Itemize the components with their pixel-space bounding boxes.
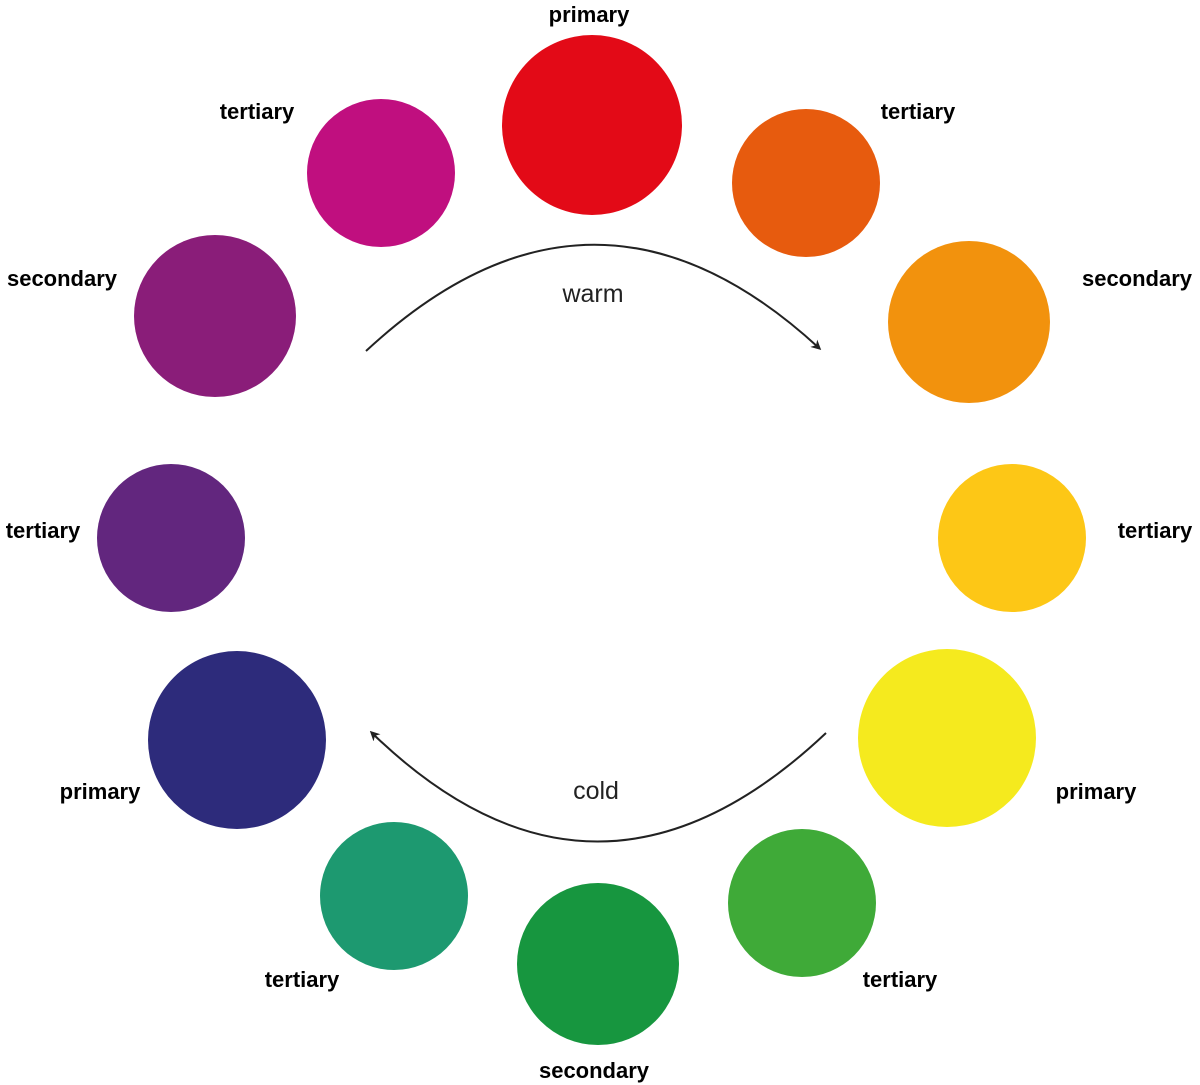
- swatch-blue-green-tertiary: [320, 822, 468, 970]
- warm-label: warm: [561, 280, 623, 308]
- swatch-red-primary: [502, 35, 682, 215]
- label-green-secondary: secondary: [539, 1058, 650, 1083]
- label-yellow-green-tertiary: tertiary: [863, 967, 938, 992]
- warm-arrow: [365, 243, 822, 352]
- swatch-red-orange-tertiary: [732, 109, 880, 257]
- swatch-violet-secondary: [134, 235, 296, 397]
- swatch-blue-violet-tertiary: [97, 464, 245, 612]
- label-blue-primary: primary: [60, 779, 141, 804]
- cold-label: cold: [573, 777, 619, 805]
- swatch-orange-secondary: [888, 241, 1050, 403]
- swatch-yellow-green-tertiary: [728, 829, 876, 977]
- swatch-yellow-primary: [858, 649, 1036, 827]
- label-blue-green-tertiary: tertiary: [265, 967, 340, 992]
- label-red-violet-tertiary: tertiary: [220, 99, 295, 124]
- cold-arrow: [369, 730, 827, 843]
- swatch-red-violet-tertiary: [307, 99, 455, 247]
- swatch-blue-primary: [148, 651, 326, 829]
- swatch-green-secondary: [517, 883, 679, 1045]
- label-yellow-primary: primary: [1056, 779, 1137, 804]
- label-violet-secondary: secondary: [7, 266, 118, 291]
- label-blue-violet-tertiary: tertiary: [6, 518, 81, 543]
- swatch-yellow-orange-tertiary: [938, 464, 1086, 612]
- label-red-orange-tertiary: tertiary: [881, 99, 956, 124]
- label-yellow-orange-tertiary: tertiary: [1118, 518, 1193, 543]
- label-orange-secondary: secondary: [1082, 266, 1193, 291]
- label-red-primary: primary: [549, 2, 630, 27]
